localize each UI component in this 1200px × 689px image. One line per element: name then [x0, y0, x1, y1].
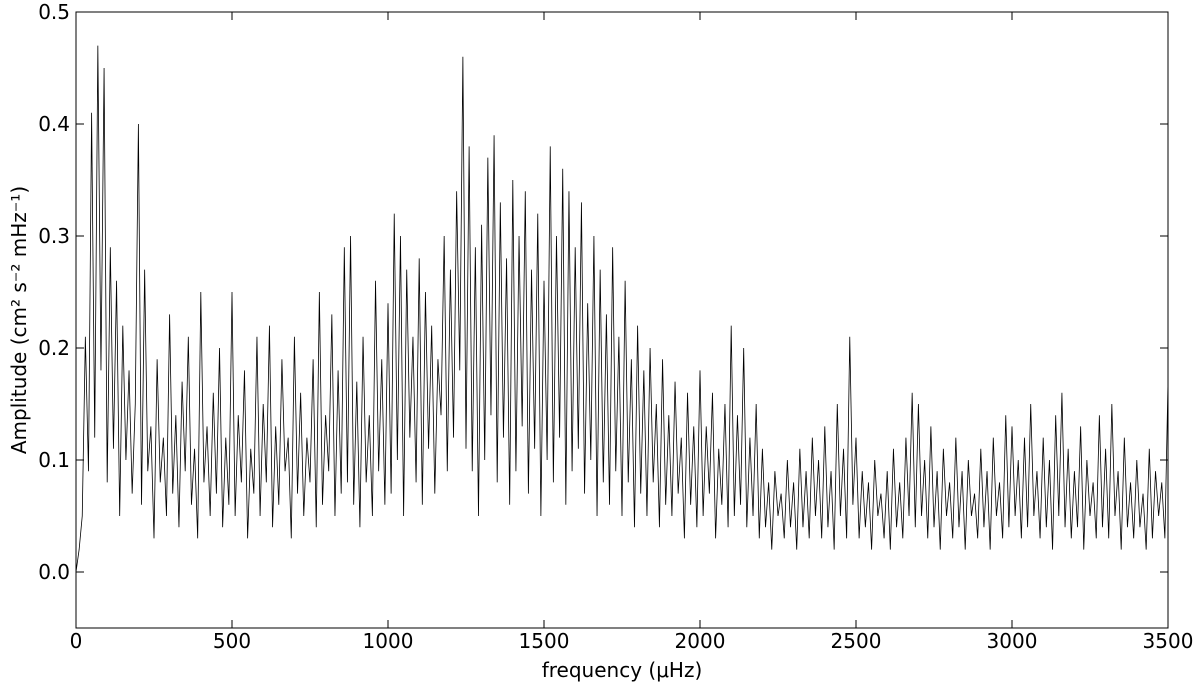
- y-tick-label: 0.1: [38, 448, 70, 472]
- y-tick-label: 0.4: [38, 112, 70, 136]
- y-tick-label: 0.2: [38, 336, 70, 360]
- y-tick-label: 0.5: [38, 0, 70, 24]
- x-tick-label: 1000: [363, 629, 414, 653]
- x-tick-label: 1500: [519, 629, 570, 653]
- plot-frame: [75, 11, 1169, 629]
- y-axis-label: Amplitude (cm² s⁻² mHz⁻¹): [7, 186, 31, 454]
- y-tick-label: 0.0: [38, 560, 70, 584]
- x-tick-label: 3500: [1143, 629, 1194, 653]
- y-tick-label: 0.3: [38, 224, 70, 248]
- x-tick-label: 2500: [831, 629, 882, 653]
- x-tick-label: 500: [213, 629, 251, 653]
- x-tick-label: 3000: [987, 629, 1038, 653]
- x-tick-label: 0: [70, 629, 83, 653]
- spectrum-line: [75, 45, 1169, 573]
- x-axis-label: frequency (μHz): [542, 658, 703, 682]
- x-tick-label: 2000: [675, 629, 726, 653]
